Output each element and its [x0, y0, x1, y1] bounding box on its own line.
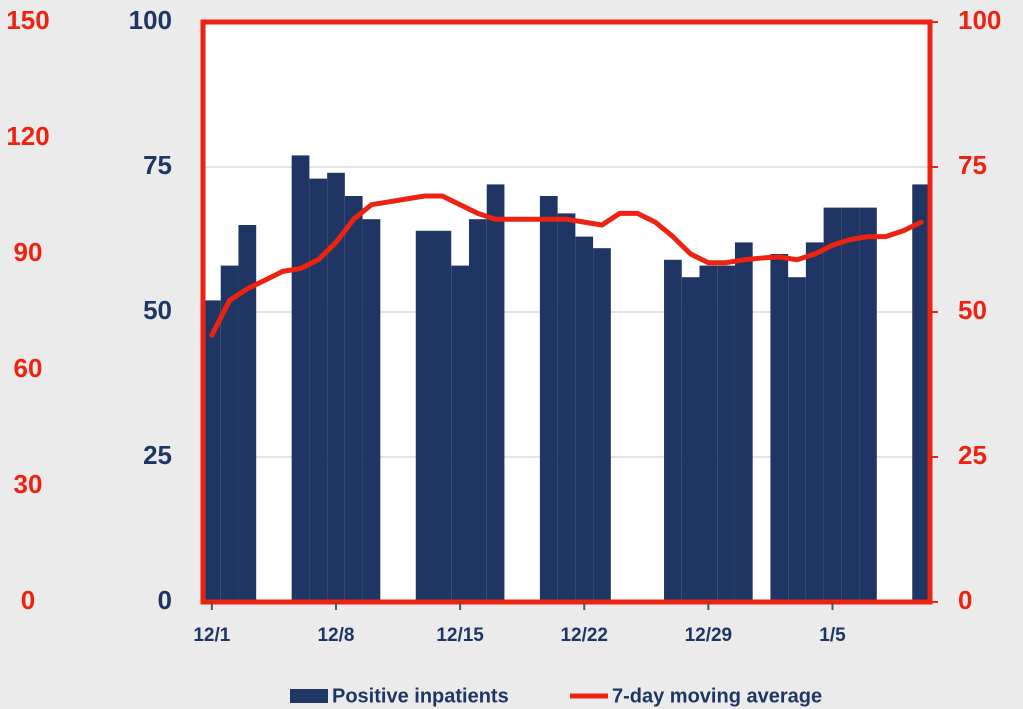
- bar: [309, 178, 328, 602]
- bar: [433, 230, 452, 603]
- bar: [220, 265, 239, 602]
- bar: [539, 196, 558, 602]
- bar: [327, 172, 345, 603]
- y3-tick-label: 60: [14, 353, 43, 383]
- y-tick-label: 25: [143, 440, 172, 470]
- bar: [557, 213, 576, 602]
- x-tick-label: 12/29: [685, 625, 733, 646]
- bar: [788, 277, 806, 602]
- bar: [344, 196, 363, 602]
- y2-tick-label: 25: [958, 440, 987, 470]
- bar: [362, 219, 381, 602]
- bar: [823, 207, 842, 602]
- legend-label: 7-day moving average: [612, 685, 822, 707]
- bar: [770, 254, 789, 602]
- bar: [593, 248, 611, 602]
- x-tick-label: 1/5: [819, 625, 846, 646]
- y2-tick-label: 50: [958, 295, 987, 325]
- bar: [859, 207, 877, 602]
- x-tick-label: 12/1: [193, 625, 230, 646]
- x-tick-label: 12/22: [560, 625, 608, 646]
- x-tick-label: 12/15: [436, 625, 484, 646]
- bar: [451, 265, 469, 602]
- x-tick-label: 12/8: [317, 625, 354, 646]
- bar: [664, 259, 682, 602]
- bar: [734, 242, 753, 602]
- y3-tick-label: 120: [6, 121, 49, 151]
- y-tick-label: 0: [158, 585, 172, 615]
- y3-tick-label: 0: [21, 585, 35, 615]
- bar: [575, 236, 594, 602]
- line: [209, 193, 924, 338]
- y2-tick-label: 100: [958, 5, 1001, 35]
- bar: [291, 155, 310, 602]
- y3-tick-label: 30: [14, 469, 43, 499]
- y-tick-label: 100: [129, 5, 172, 35]
- bar: [699, 265, 718, 602]
- plot-border: [200, 19, 933, 605]
- bar: [841, 207, 860, 602]
- bar: [486, 184, 505, 602]
- bar: [681, 277, 700, 602]
- legend-label: Positive inpatients: [332, 685, 509, 707]
- bar: [468, 219, 487, 602]
- y-tick-label: 50: [143, 295, 172, 325]
- y2-tick-label: 75: [958, 150, 987, 180]
- bar: [717, 265, 735, 602]
- y3-tick-label: 90: [14, 237, 43, 267]
- y3-tick-label: 150: [6, 5, 49, 35]
- bar: [238, 225, 257, 602]
- bar: [912, 184, 930, 602]
- bar: [805, 242, 824, 602]
- y-tick-label: 75: [143, 150, 172, 180]
- bar: [203, 300, 221, 602]
- legend-swatch: [290, 689, 328, 703]
- bar: [415, 230, 434, 603]
- y2-tick-label: 0: [958, 585, 972, 615]
